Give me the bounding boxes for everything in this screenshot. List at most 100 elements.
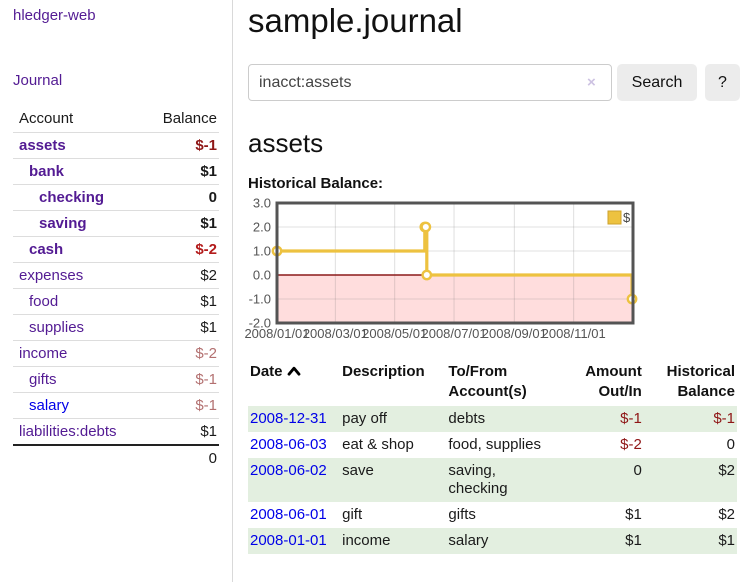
account-row: checking 0 <box>13 184 219 211</box>
accounts-header-row: Account Balance <box>13 106 219 133</box>
account-balance: $-1 <box>195 371 217 388</box>
transaction-amount: $-2 <box>620 436 642 453</box>
transaction-date-link[interactable]: 2008-01-01 <box>250 532 327 549</box>
account-balance: $-1 <box>195 137 217 154</box>
account-link-liabilities-debts[interactable]: liabilities:debts <box>19 423 117 440</box>
sidebar: hledger-web Journal Account Balance asse… <box>0 0 233 582</box>
transaction-amount: 0 <box>633 462 642 479</box>
account-link-bank[interactable]: bank <box>29 163 65 180</box>
page-title: sample.journal <box>248 2 463 39</box>
register-row: 2008-06-01 gift gifts $1 $2 <box>248 502 737 528</box>
accounts-total-balance: 0 <box>208 450 217 467</box>
register-header-description: Description <box>342 363 425 380</box>
account-row: liabilities:debts $1 <box>13 418 219 446</box>
svg-text:3.0: 3.0 <box>253 196 271 211</box>
historical-balance-chart[interactable]: 2008/01/01 2008/03/01 2008/05/01 2008/07/01… <box>240 193 742 343</box>
account-heading: assets <box>248 128 324 158</box>
register-row: 2008-12-31 pay off debts $-1 $-1 <box>248 406 737 432</box>
accounts-header-account: Account <box>19 110 74 127</box>
register-row: 2008-01-01 income salary $1 $1 <box>248 528 737 554</box>
transaction-balance: $1 <box>718 532 735 549</box>
register-header-row: Date Description To/From Account(s) Amou… <box>248 357 737 406</box>
transaction-date-link[interactable]: 2008-06-03 <box>250 436 327 453</box>
transaction-accounts: food, supplies <box>448 436 541 453</box>
account-balance: $1 <box>200 215 217 232</box>
clear-search-icon[interactable]: × <box>587 74 596 91</box>
account-link-cash[interactable]: cash <box>29 241 64 258</box>
account-balance: $-2 <box>195 345 217 362</box>
svg-text:-2.0: -2.0 <box>249 316 271 331</box>
account-balance: $1 <box>200 423 217 440</box>
account-row: salary $-1 <box>13 392 219 419</box>
svg-text:2.0: 2.0 <box>253 220 271 235</box>
account-balance: 0 <box>208 189 217 206</box>
svg-text:0.0: 0.0 <box>253 268 271 283</box>
transaction-amount: $-1 <box>620 410 642 427</box>
app-brand-link[interactable]: hledger-web <box>13 7 96 24</box>
transaction-date-link[interactable]: 2008-06-02 <box>250 462 327 479</box>
help-button[interactable]: ? <box>705 64 740 101</box>
account-row: food $1 <box>13 288 219 315</box>
account-balance: $-1 <box>195 397 217 414</box>
account-row: saving $1 <box>13 210 219 237</box>
svg-text:2008/07/01: 2008/07/01 <box>421 326 486 341</box>
account-row: supplies $1 <box>13 314 219 341</box>
account-row: expenses $2 <box>13 262 219 289</box>
search-button[interactable]: Search <box>617 64 697 101</box>
account-link-salary[interactable]: salary <box>29 397 70 414</box>
date-header-label: Date <box>250 363 283 380</box>
chart-canvas[interactable]: 2008/01/012008/03/012008/05/012008/07/01… <box>240 193 742 343</box>
transaction-description: pay off <box>342 410 387 427</box>
register-row: 2008-06-02 save saving, checking 0 $2 <box>248 458 737 502</box>
account-balance: $2 <box>200 267 217 284</box>
account-row: cash $-2 <box>13 236 219 263</box>
account-balance: $1 <box>200 319 217 336</box>
account-link-food[interactable]: food <box>29 293 59 310</box>
register-header-accounts: To/From Account(s) <box>448 363 527 400</box>
svg-text:$: $ <box>623 210 631 225</box>
register-header-balance: Historical Balance <box>666 363 735 400</box>
transaction-accounts: debts <box>448 410 486 427</box>
transaction-balance: 0 <box>726 436 735 453</box>
account-row: assets $-1 <box>13 132 219 159</box>
transaction-accounts: saving, checking <box>448 462 508 497</box>
transaction-date-link[interactable]: 2008-12-31 <box>250 410 327 427</box>
svg-text:2008/05/01: 2008/05/01 <box>362 326 427 341</box>
transaction-description: gift <box>342 506 363 523</box>
account-balance: $1 <box>200 163 217 180</box>
account-balance: $-2 <box>195 241 217 258</box>
accounts-balance-table: Account Balance assets $-1 bank $1 check… <box>13 106 219 471</box>
account-row: gifts $-1 <box>13 366 219 393</box>
search-input[interactable] <box>248 64 612 101</box>
accounts-header-balance: Balance <box>162 110 217 127</box>
chart-title: Historical Balance: <box>248 175 384 192</box>
svg-text:2008/11/01: 2008/11/01 <box>542 326 606 341</box>
accounts-total-row: 0 <box>13 445 219 471</box>
sidebar-item-journal[interactable]: Journal <box>13 72 63 89</box>
sort-ascending-icon <box>287 362 301 382</box>
transaction-description: income <box>342 532 391 549</box>
register-header-date: Date <box>248 357 340 406</box>
account-row: income $-2 <box>13 340 219 367</box>
transaction-description: eat & shop <box>342 436 414 453</box>
transaction-date-link[interactable]: 2008-06-01 <box>250 506 327 523</box>
register-table: Date Description To/From Account(s) Amou… <box>248 357 737 554</box>
svg-text:1.0: 1.0 <box>253 244 271 259</box>
account-link-gifts[interactable]: gifts <box>29 371 57 388</box>
svg-text:2008/09/01: 2008/09/01 <box>482 326 547 341</box>
account-link-expenses[interactable]: expenses <box>19 267 84 284</box>
account-link-supplies[interactable]: supplies <box>29 319 85 336</box>
svg-text:2008/03/01: 2008/03/01 <box>303 326 368 341</box>
svg-text:-1.0: -1.0 <box>249 292 271 307</box>
search-form: × Search ? <box>248 64 742 101</box>
transaction-amount: $1 <box>625 506 642 523</box>
transaction-accounts: gifts <box>448 506 476 523</box>
account-link-income[interactable]: income <box>19 345 68 362</box>
account-link-assets[interactable]: assets <box>19 137 66 154</box>
account-link-checking[interactable]: checking <box>39 189 105 206</box>
account-balance: $1 <box>200 293 217 310</box>
account-link-saving[interactable]: saving <box>39 215 87 232</box>
register-row: 2008-06-03 eat & shop food, supplies $-2… <box>248 432 737 458</box>
main-content: sample.journal × Search ? assets Histori… <box>240 0 742 554</box>
transaction-accounts: salary <box>448 532 489 549</box>
